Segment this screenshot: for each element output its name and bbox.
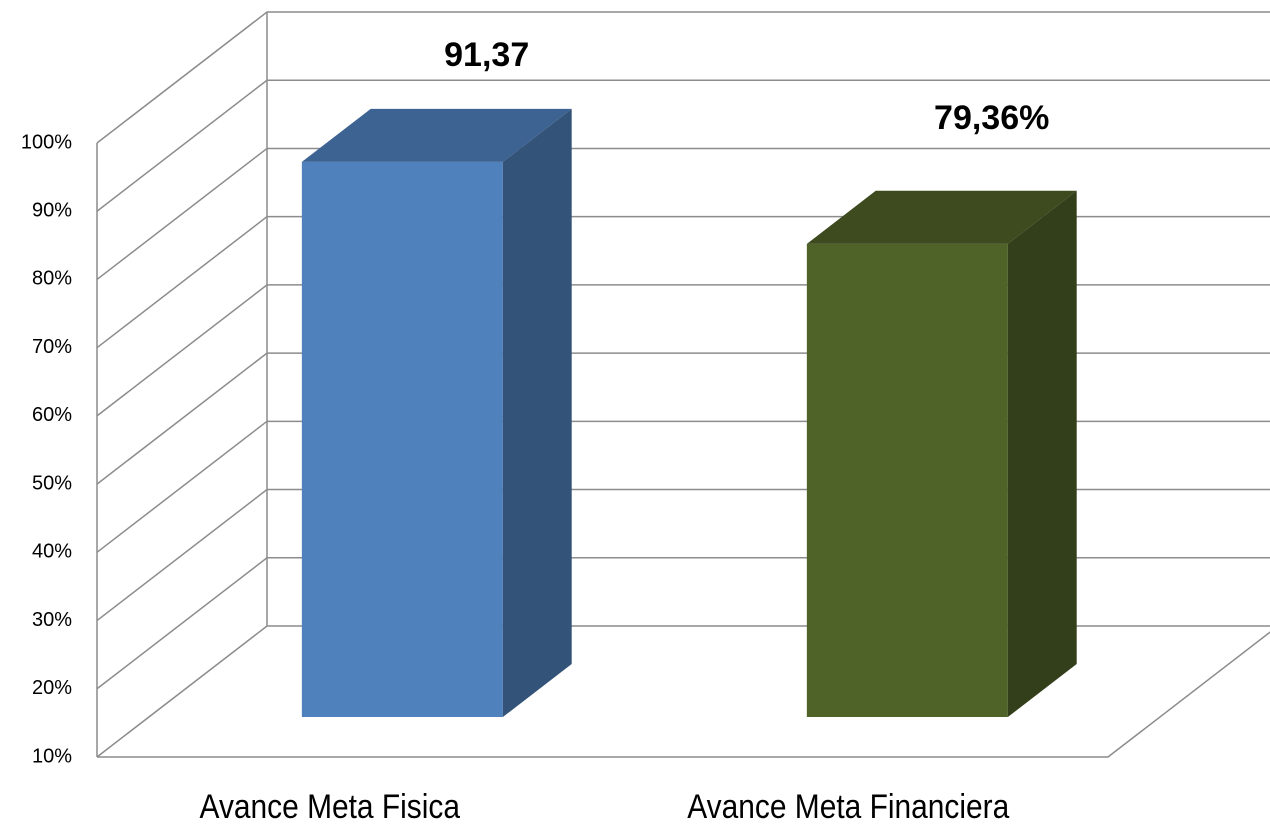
grid-line — [96, 79, 1270, 212]
grid-line — [96, 284, 1270, 417]
y-tick-label: 30% — [32, 609, 72, 631]
y-tick-label: 20% — [32, 677, 72, 699]
grid-line — [96, 147, 1270, 281]
bar-side — [502, 108, 572, 718]
grid-line — [96, 420, 1270, 553]
floor — [97, 631, 1270, 758]
y-tick-label: 60% — [32, 404, 72, 426]
bar-top — [301, 108, 572, 162]
grid-line — [96, 625, 1270, 758]
x-tick-label: Avance Meta Financiera — [687, 787, 1009, 825]
y-tick-label: 70% — [32, 336, 72, 358]
x-tick-label: Avance Meta Fisica — [200, 787, 461, 825]
y-tick-label: 50% — [32, 472, 72, 494]
grid-line — [96, 11, 1270, 144]
value-label: 91,37 — [444, 36, 529, 74]
y-tick-label: 90% — [32, 200, 72, 222]
bar-front — [806, 243, 1008, 718]
bar-side — [1007, 190, 1077, 718]
y-tick-label: 10% — [32, 745, 72, 767]
value-label: 79,36% — [934, 99, 1049, 137]
bar-top — [806, 190, 1077, 244]
grid-line — [96, 488, 1270, 622]
grid-line — [96, 215, 1270, 349]
y-tick-label: 100% — [21, 131, 72, 153]
bar-front — [301, 161, 503, 718]
grid-line — [96, 557, 1270, 690]
grid-line — [96, 352, 1270, 485]
y-tick-label: 40% — [32, 541, 72, 563]
y-tick-label: 80% — [32, 268, 72, 290]
